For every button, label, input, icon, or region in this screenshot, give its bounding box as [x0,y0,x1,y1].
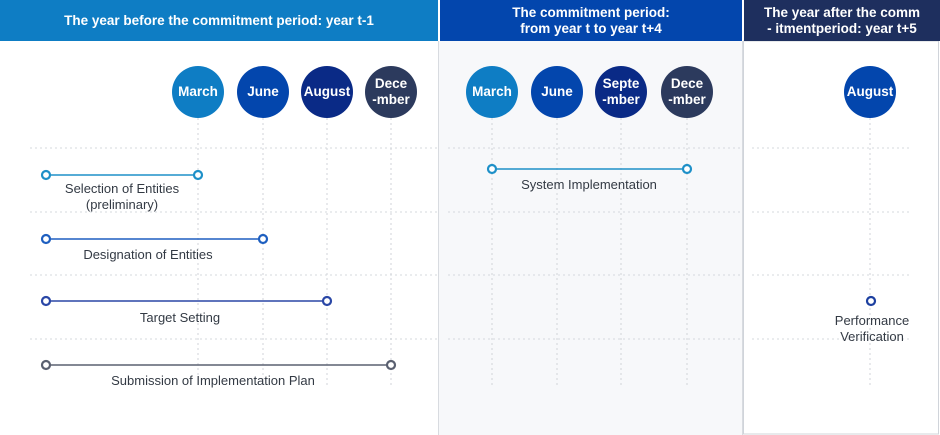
month-september: Septe -mber [595,66,647,118]
header-year-before: The year before the commitment period: y… [0,0,438,41]
task-bar-target [40,295,333,307]
header-year-after: The year after the comm - itmentperiod: … [744,0,940,41]
task-point-verification [865,295,877,307]
month-august: August [844,66,896,118]
task-label-system: System Implementation [521,177,657,192]
month-march: March [466,66,518,118]
task-label-selection: Selection of Entities (preliminary) [64,181,180,212]
task-bar-submission [40,359,397,371]
task-bar-designation [40,233,269,245]
task-label-target: Target Setting [139,310,221,325]
month-december: Dece -mber [365,66,417,118]
task-bar-system [486,163,693,175]
task-bar-selection [40,169,204,181]
task-label-verification: Performance Verification [834,313,910,344]
task-label-designation: Designation of Entities [83,247,213,262]
row-gridlines [30,147,912,340]
month-june: June [237,66,289,118]
month-march: March [172,66,224,118]
header-commitment-period: The commitment period: from year t to ye… [440,0,742,41]
task-label-submission: Submission of Implementation Plan [111,373,315,388]
month-august: August [301,66,353,118]
after-panel-border [743,40,939,435]
month-june: June [531,66,583,118]
month-december: Dece -mber [661,66,713,118]
